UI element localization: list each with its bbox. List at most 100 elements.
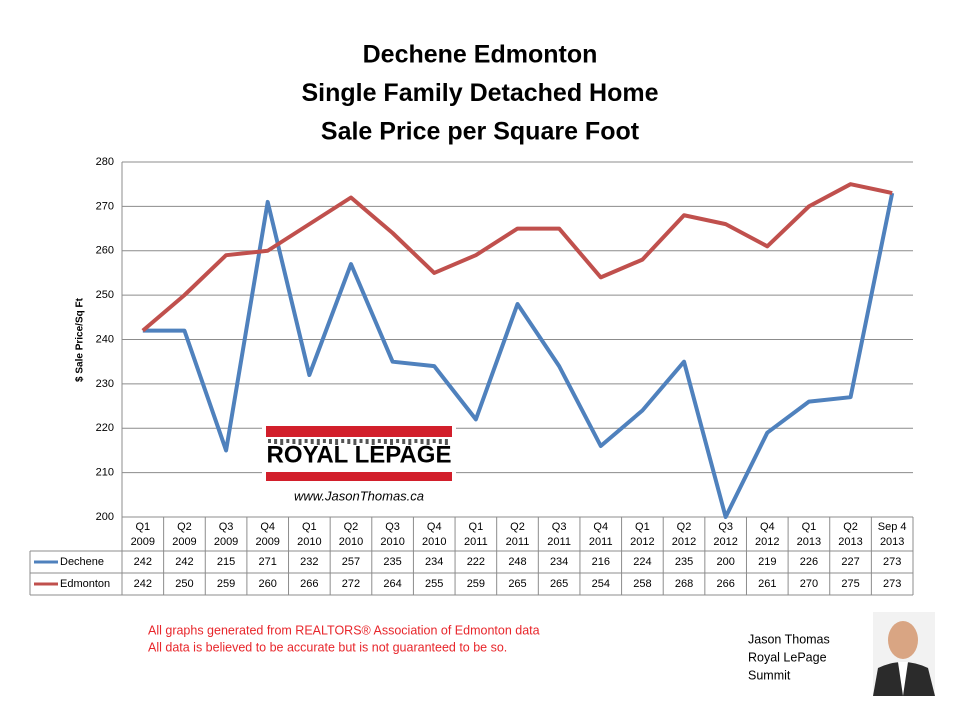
table-value: 265 — [550, 578, 568, 590]
table-value: 226 — [800, 556, 818, 568]
table-value: 200 — [716, 556, 734, 568]
x-tick-label: Q2 — [177, 521, 192, 533]
signature: Jason Thomas — [748, 632, 830, 646]
logo-bar — [280, 439, 284, 445]
x-tick-label: Q1 — [802, 521, 817, 533]
table-value: 265 — [508, 578, 526, 590]
x-tick-label: 2009 — [214, 536, 238, 548]
chart-title: Sale Price per Square Foot — [321, 118, 640, 146]
x-tick-label: Q2 — [510, 521, 525, 533]
table-value: 222 — [467, 556, 485, 568]
logo-bars — [268, 439, 448, 445]
logo-url: www.JasonThomas.ca — [294, 488, 424, 503]
logo-bar — [432, 439, 436, 443]
table-value: 234 — [425, 556, 443, 568]
table-value: 250 — [175, 578, 193, 590]
logo-bar — [408, 439, 412, 445]
x-tick-label: Sep 4 — [878, 521, 907, 533]
table-value: 242 — [175, 556, 193, 568]
x-tick-label: 2013 — [880, 536, 904, 548]
table-value: 258 — [633, 578, 651, 590]
logo-bar — [426, 439, 430, 445]
logo-box — [262, 424, 456, 506]
logo-bar — [268, 439, 271, 443]
x-tick-label: 2011 — [547, 536, 571, 548]
x-tick-label: Q1 — [469, 521, 484, 533]
x-tick-label: Q2 — [677, 521, 692, 533]
y-tick-label: 260 — [96, 245, 114, 257]
logo-bar — [365, 439, 369, 444]
table-value: 257 — [342, 556, 360, 568]
table-value: 266 — [716, 578, 734, 590]
table-value: 271 — [259, 556, 277, 568]
y-tick-label: 210 — [96, 467, 114, 479]
logo-bar — [292, 439, 296, 444]
photo-face — [888, 621, 918, 659]
x-tick-label: 2011 — [506, 536, 530, 548]
x-tick-label: 2012 — [713, 536, 737, 548]
chart-title: Single Family Detached Home — [301, 79, 658, 107]
signature: Royal LePage — [748, 650, 827, 664]
table-value: 270 — [800, 578, 818, 590]
logo-bar — [383, 439, 387, 444]
x-tick-label: 2010 — [339, 536, 363, 548]
chart-title: Dechene Edmonton — [363, 41, 598, 69]
table-value: 261 — [758, 578, 776, 590]
logo: ROYAL LEPAGE www.JasonThomas.ca — [262, 424, 456, 506]
footnote: All data is believed to be accurate but … — [148, 640, 507, 654]
x-tick-label: 2009 — [131, 536, 155, 548]
table-value: 219 — [758, 556, 776, 568]
table-value: 227 — [841, 556, 859, 568]
x-tick-label: Q3 — [718, 521, 733, 533]
logo-stripe — [266, 472, 452, 481]
x-tick-label: Q1 — [302, 521, 317, 533]
table-value: 232 — [300, 556, 318, 568]
x-tick-label: Q4 — [427, 521, 442, 533]
table-value: 275 — [841, 578, 859, 590]
table-value: 272 — [342, 578, 360, 590]
x-tick-label: Q2 — [344, 521, 359, 533]
y-axis-label: $ Sale Price/Sq Ft — [75, 297, 86, 382]
y-tick-label: 230 — [96, 378, 114, 390]
y-tick-label: 220 — [96, 422, 114, 434]
x-tick-label: 2011 — [464, 536, 488, 548]
x-tick-label: 2009 — [255, 536, 279, 548]
x-tick-label: 2012 — [755, 536, 779, 548]
photo — [873, 612, 935, 696]
logo-bar — [322, 439, 326, 443]
footnote: All graphs generated from REALTORS® Asso… — [148, 623, 540, 637]
x-tick-label: Q1 — [635, 521, 650, 533]
logo-bar — [329, 439, 332, 444]
logo-bar — [377, 439, 381, 443]
y-tick-label: 240 — [96, 333, 114, 345]
x-tick-label: Q3 — [552, 521, 567, 533]
table-value: 235 — [383, 556, 401, 568]
logo-bar — [304, 439, 308, 443]
logo-bar — [335, 439, 339, 445]
table-value: 255 — [425, 578, 443, 590]
x-tick-label: Q3 — [385, 521, 400, 533]
y-tick-label: 250 — [96, 289, 114, 301]
table-value: 260 — [259, 578, 277, 590]
x-tick-label: Q4 — [260, 521, 275, 533]
x-tick-label: Q3 — [219, 521, 234, 533]
table-value: 273 — [883, 578, 901, 590]
x-tick-label: 2010 — [380, 536, 404, 548]
y-tick-label: 270 — [96, 200, 114, 212]
x-tick-label: 2011 — [589, 536, 613, 548]
logo-bar — [402, 439, 406, 444]
photo-shirt — [898, 662, 908, 696]
logo-bar — [347, 439, 351, 444]
signature: Summit — [748, 668, 791, 682]
x-tick-label: Q4 — [760, 521, 775, 533]
logo-bar — [444, 439, 448, 445]
table-value: 242 — [134, 578, 152, 590]
table-value: 242 — [134, 556, 152, 568]
logo-bar — [396, 439, 400, 443]
logo-bar — [274, 439, 278, 444]
table-value: 254 — [592, 578, 610, 590]
series-line — [141, 182, 893, 333]
table-value: 248 — [508, 556, 526, 568]
table-value: 266 — [300, 578, 318, 590]
table-value: 273 — [883, 556, 901, 568]
